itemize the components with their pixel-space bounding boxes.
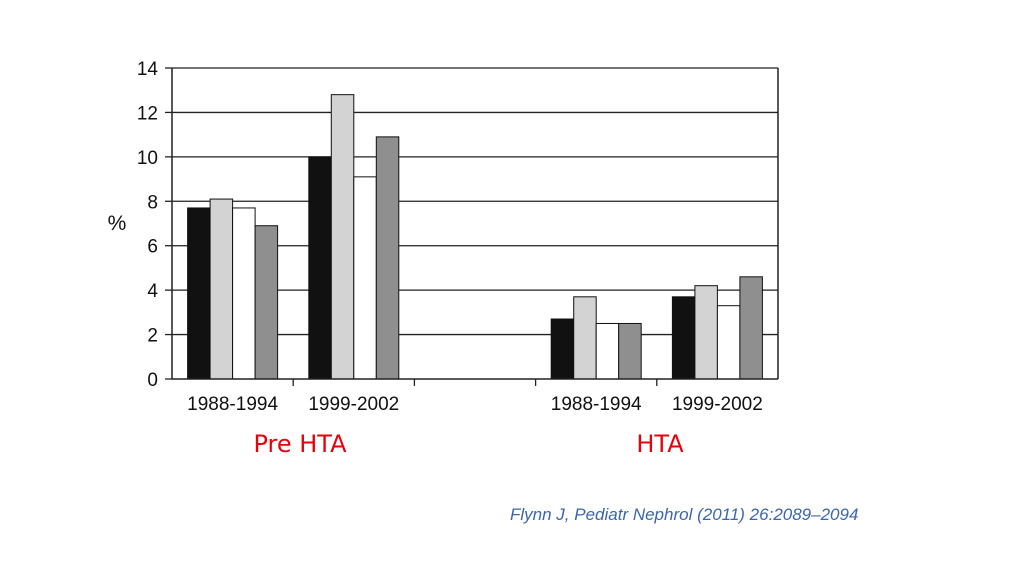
bar: [739, 276, 763, 380]
y-axis-label: %: [108, 212, 127, 235]
bar: [595, 322, 620, 380]
bar: [618, 322, 642, 380]
bar: [209, 198, 234, 380]
x-tick-label: 1999-2002: [672, 394, 763, 415]
bar: [716, 305, 741, 380]
y-tick-label: 14: [137, 59, 159, 80]
x-tick-label: 1988-1994: [551, 394, 642, 415]
group-label-pre-hta: Pre HTA: [253, 430, 347, 458]
axes: 0 2 4 6 8 10 12 14% 1988-1994 1999-2002 1988-1994 1…: [108, 59, 779, 415]
y-tick-label: 0: [147, 370, 158, 391]
bar: [330, 94, 355, 380]
x-tick-label: 1999-2002: [308, 394, 399, 415]
bar: [375, 136, 400, 380]
bar: [187, 207, 211, 380]
y-tick-label: 4: [147, 281, 158, 302]
bar: [671, 296, 696, 380]
y-tick-label: 6: [147, 237, 158, 258]
bar: [353, 176, 377, 380]
bar: [694, 285, 718, 380]
bar: [308, 156, 332, 380]
y-tick-label: 8: [147, 192, 158, 213]
y-tick-label: 10: [137, 148, 158, 169]
x-tick-label: 1988-1994: [187, 394, 278, 415]
y-tick-label: 2: [147, 326, 158, 347]
bar: [232, 207, 256, 380]
bars: [187, 94, 763, 380]
citation: Flynn J, Pediatr Nephrol (2011) 26:2089–…: [510, 505, 859, 524]
bar: [573, 296, 597, 380]
bar: [550, 318, 575, 380]
group-label-hta: HTA: [636, 430, 684, 458]
y-tick-label: 12: [137, 103, 158, 124]
bar: [254, 225, 279, 380]
